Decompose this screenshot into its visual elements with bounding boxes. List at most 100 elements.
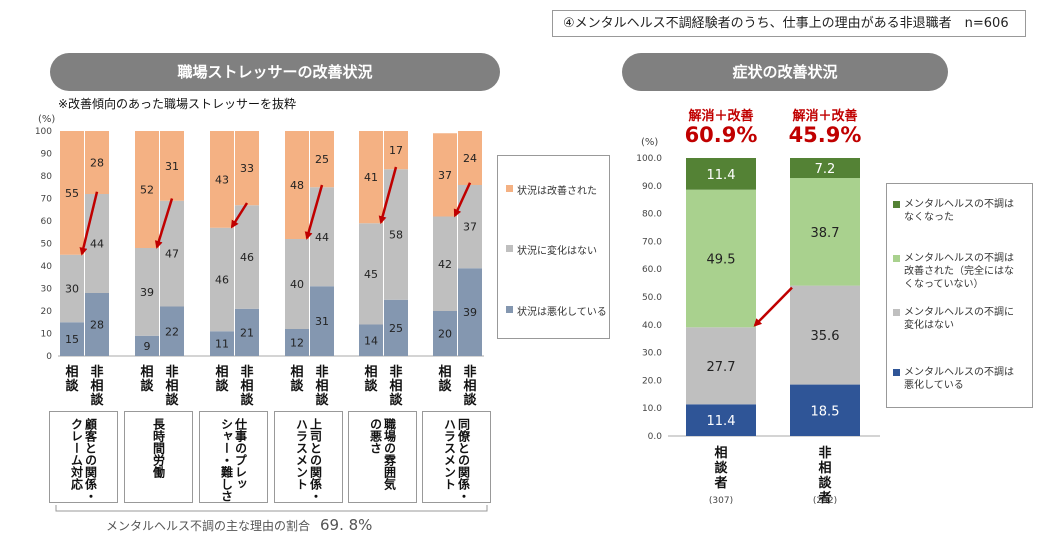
left-y-tick: 70 bbox=[41, 195, 53, 205]
left-value-label: 14 bbox=[364, 334, 378, 347]
left-value-label: 52 bbox=[140, 184, 154, 197]
reason-label: 仕事のプレッ シャー・難しさ bbox=[219, 418, 248, 502]
right-value-label: 49.5 bbox=[707, 252, 736, 267]
right-y-tick: 20.0 bbox=[642, 376, 662, 386]
left-bar-segment bbox=[359, 131, 383, 224]
left-value-label: 48 bbox=[290, 179, 304, 192]
left-bar-category-label: 談 bbox=[315, 392, 329, 408]
right-legend-label: メンタルヘルスの不調に 変化はない bbox=[904, 307, 1014, 331]
left-bar-category-label: 談 bbox=[215, 378, 229, 394]
right-bar-segment bbox=[790, 158, 860, 179]
footer-label: メンタルヘルス不調の主な理由の割合 bbox=[106, 519, 311, 533]
left-bar-segment bbox=[135, 248, 159, 336]
left-legend-swatch bbox=[506, 245, 513, 252]
left-bar-category-label: 相 bbox=[215, 364, 228, 380]
left-bar-category-label: 相 bbox=[315, 378, 328, 394]
left-value-label: 11 bbox=[215, 338, 229, 351]
left-value-label: 39 bbox=[463, 306, 477, 319]
left-bar-segment bbox=[433, 216, 457, 311]
left-bar-segment bbox=[359, 223, 383, 325]
right-category-label: 談 bbox=[714, 460, 728, 476]
reason-label: 顧客との関係・ クレーム対応 bbox=[69, 418, 98, 502]
left-bar-segment bbox=[210, 227, 234, 332]
left-bar-segment bbox=[160, 306, 184, 356]
left-value-label: 40 bbox=[290, 278, 304, 291]
left-change-arrow bbox=[453, 182, 472, 218]
left-value-label: 22 bbox=[165, 325, 179, 338]
left-value-label: 28 bbox=[90, 157, 104, 170]
right-legend-swatch bbox=[893, 201, 900, 208]
left-value-label: 58 bbox=[389, 229, 403, 242]
resolved-improved-heading: 解消＋改善 45.9% bbox=[775, 105, 875, 146]
left-bar-category-label: 談 bbox=[65, 378, 79, 394]
left-bar-category-label: 相 bbox=[463, 378, 476, 394]
left-legend-swatch bbox=[506, 306, 513, 313]
left-y-tick: 0 bbox=[46, 352, 52, 362]
left-legend-item: 状況は悪化している bbox=[506, 303, 607, 318]
right-bar-segment bbox=[790, 285, 860, 385]
right-category-label: 相 bbox=[714, 445, 727, 461]
left-value-label: 9 bbox=[144, 340, 151, 353]
left-bar-segment bbox=[285, 329, 309, 356]
left-bar-segment bbox=[85, 293, 109, 356]
left-value-label: 25 bbox=[315, 153, 329, 166]
left-bar-category-label: 非 bbox=[165, 364, 178, 380]
left-value-label: 45 bbox=[364, 268, 378, 281]
left-bar-segment bbox=[310, 187, 334, 287]
left-bar-segment bbox=[359, 324, 383, 356]
right-bar-segment bbox=[686, 158, 756, 190]
right-y-tick: 70.0 bbox=[642, 237, 662, 247]
left-legend-label: 状況に変化はない bbox=[517, 246, 597, 257]
right-category-label: 者 bbox=[817, 490, 831, 506]
left-y-unit: (%) bbox=[38, 114, 55, 125]
resolved-improved-value: 45.9% bbox=[788, 123, 862, 147]
left-value-label: 15 bbox=[65, 333, 79, 346]
right-legend-item: メンタルヘルスの不調は 改善された（完全にはな くなっていない） bbox=[893, 252, 1014, 291]
right-value-label: 38.7 bbox=[811, 226, 840, 241]
right-legend-item: メンタルヘルスの不調は 悪化している bbox=[893, 366, 1014, 392]
left-bar-segment bbox=[384, 169, 408, 300]
resolved-improved-label: 解消＋改善 bbox=[792, 109, 858, 124]
left-value-label: 25 bbox=[389, 322, 403, 335]
reason-label: 同僚との関係・ ハラスメント bbox=[442, 418, 471, 502]
left-bar-category-label: 相 bbox=[90, 378, 103, 394]
right-bar-segment bbox=[790, 178, 860, 286]
left-bar-segment bbox=[60, 254, 84, 323]
right-y-tick: 10.0 bbox=[642, 404, 662, 414]
left-value-label: 17 bbox=[389, 144, 403, 157]
left-bar-segment bbox=[285, 131, 309, 239]
left-bar-category-label: 非 bbox=[389, 364, 402, 380]
left-value-label: 39 bbox=[140, 286, 154, 299]
right-value-label: 11.4 bbox=[707, 168, 736, 183]
right-legend: メンタルヘルスの不調は なくなった メンタルヘルスの不調は 改善された（完全にはな… bbox=[886, 183, 1033, 408]
left-y-tick: 60 bbox=[41, 217, 53, 227]
left-value-label: 28 bbox=[90, 319, 104, 332]
left-bar-segment bbox=[210, 331, 234, 356]
left-value-label: 55 bbox=[65, 187, 79, 200]
left-y-tick: 30 bbox=[41, 285, 53, 295]
left-bar-category-label: 談 bbox=[389, 392, 403, 408]
left-bar-segment bbox=[135, 131, 159, 248]
left-y-tick: 80 bbox=[41, 172, 53, 182]
right-y-tick: 40.0 bbox=[642, 321, 662, 331]
reason-label: 職場の雰囲気 の悪さ bbox=[368, 418, 397, 490]
left-bar-segment bbox=[235, 131, 259, 206]
left-bar-category-label: 談 bbox=[90, 392, 104, 408]
reason-label: 長時間労働 bbox=[151, 418, 166, 478]
right-n-label: (307) bbox=[709, 496, 733, 506]
left-bar-segment bbox=[384, 299, 408, 356]
left-value-label: 44 bbox=[90, 238, 104, 251]
right-value-label: 18.5 bbox=[811, 404, 840, 419]
left-bar-category-label: 談 bbox=[290, 378, 304, 394]
right-legend-swatch bbox=[893, 369, 900, 376]
right-bar-segment bbox=[686, 404, 756, 436]
left-y-tick: 50 bbox=[41, 240, 53, 250]
left-value-label: 37 bbox=[438, 169, 452, 182]
left-chart-title: 職場ストレッサーの改善状況 bbox=[50, 53, 500, 91]
left-value-label: 20 bbox=[438, 328, 452, 341]
left-bar-segment bbox=[384, 131, 408, 170]
left-value-label: 31 bbox=[315, 315, 329, 328]
right-y-tick: 30.0 bbox=[642, 349, 662, 359]
left-bar-segment bbox=[210, 131, 234, 228]
right-legend-swatch bbox=[893, 309, 900, 316]
